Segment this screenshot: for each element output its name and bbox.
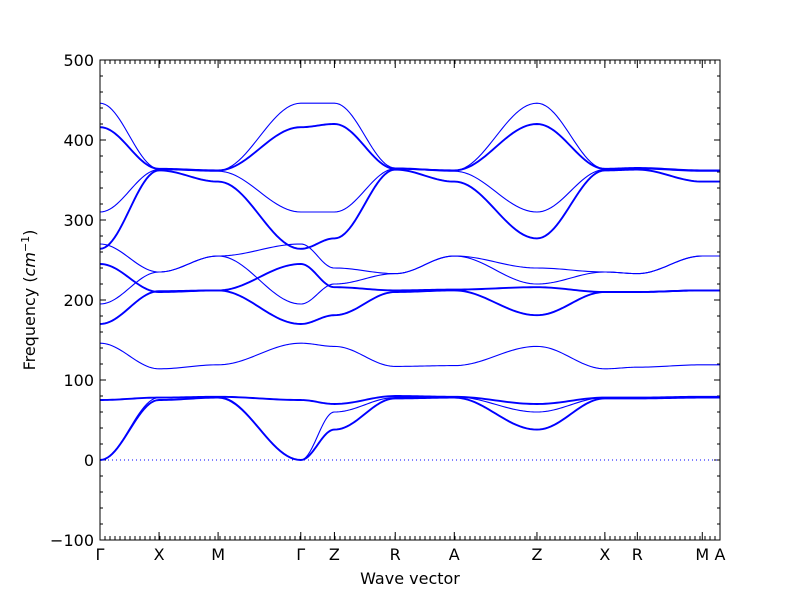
- band-line: [99, 168, 720, 213]
- x-axis-label: Wave vector: [360, 569, 460, 588]
- x-tick-label: X: [154, 545, 165, 564]
- x-tick-label: X: [599, 545, 610, 564]
- bands-layer: [99, 102, 720, 461]
- x-tick-label: Γ: [296, 545, 305, 564]
- y-tick-labels: −100 0 100 200 300 400 500: [50, 51, 94, 550]
- y-axis-label-prefix: Frequency (: [20, 276, 39, 370]
- band-line: [99, 243, 720, 275]
- x-tick-label: A: [715, 545, 726, 564]
- y-axis-label-exponent: −1: [19, 236, 32, 252]
- y-tick-label: 200: [63, 291, 94, 310]
- band-line: [99, 289, 720, 325]
- y-tick-label: 300: [63, 211, 94, 230]
- ticks-layer: [99, 59, 721, 541]
- band-line: [99, 255, 720, 305]
- band-line: [99, 168, 720, 250]
- x-tick-label: Γ: [96, 545, 105, 564]
- band-line: [99, 123, 720, 172]
- y-tick-label: −100: [50, 531, 94, 550]
- y-axis-label-unit: cm: [20, 252, 39, 276]
- x-tick-label: Z: [531, 545, 542, 564]
- x-tick-label: R: [390, 545, 401, 564]
- band-line: [99, 395, 720, 405]
- band-line: [99, 263, 720, 293]
- y-tick-label: 500: [63, 51, 94, 70]
- x-tick-label: M: [211, 545, 225, 564]
- x-tick-label: A: [449, 545, 460, 564]
- plot-frame: [99, 59, 721, 541]
- y-tick-label: 0: [84, 451, 94, 470]
- band-line: [99, 342, 720, 370]
- x-tick-label: Z: [329, 545, 340, 564]
- band-line: [99, 102, 720, 171]
- y-axis-label-suffix: ): [20, 230, 39, 236]
- band-line: [99, 396, 720, 461]
- x-tick-label: M: [695, 545, 709, 564]
- y-axis-label: Frequency (cm−1): [19, 230, 39, 371]
- y-tick-label: 400: [63, 131, 94, 150]
- band-line: [99, 396, 720, 461]
- y-tick-label: 100: [63, 371, 94, 390]
- x-tick-label: R: [632, 545, 643, 564]
